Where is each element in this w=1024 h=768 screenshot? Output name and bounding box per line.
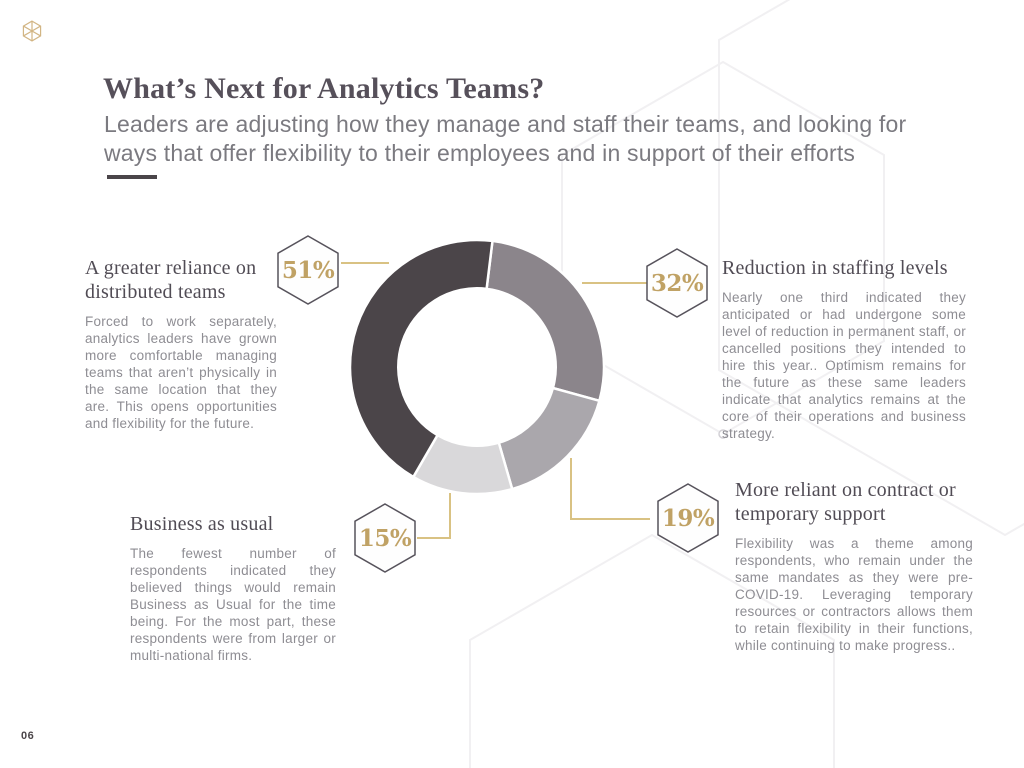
card-title: A greater reliance on distributed teams: [85, 257, 257, 303]
hexagon-icon: [657, 483, 719, 553]
logo-icon: [22, 20, 42, 42]
page-subtitle-line1: Leaders are adjusting how they manage an…: [104, 111, 907, 137]
card-title: Reduction in staffing levels: [722, 257, 948, 279]
percent-value: 32%: [650, 269, 704, 297]
card-body: Flexibility was a theme among respondent…: [735, 536, 973, 653]
page-subtitle-line2: ways that offer flexibility to their emp…: [104, 140, 856, 166]
card-body: Forced to work separately, analytics lea…: [85, 314, 277, 431]
page-subtitle: Leaders are adjusting how they manage an…: [104, 110, 984, 168]
hexagon-icon: [354, 503, 416, 573]
card-title: More reliant on contract or temporary su…: [735, 479, 956, 525]
card-distributed-teams: A greater reliance on distributed teams …: [85, 256, 277, 432]
donut-svg: [348, 238, 606, 496]
percent-value: 15%: [358, 524, 412, 552]
percent-badge-51: 51%: [277, 235, 339, 305]
donut-segment-51: [348, 238, 494, 479]
donut-segment-32: [485, 239, 606, 403]
card-body: The fewest number of respondents indicat…: [130, 546, 336, 663]
page-number: 06: [21, 730, 35, 742]
card-title: Business as usual: [130, 513, 274, 535]
hexagon-icon: [277, 235, 339, 305]
card-business-as-usual: Business as usual The fewest number of r…: [130, 512, 336, 664]
donut-chart: [340, 230, 614, 504]
card-body: Nearly one third indicated they anticipa…: [722, 290, 966, 441]
percent-badge-19: 19%: [657, 483, 719, 553]
percent-value: 51%: [281, 256, 335, 284]
card-contract-support: More reliant on contract or temporary su…: [735, 478, 973, 654]
hexagon-icon: [646, 248, 708, 318]
page-title: What’s Next for Analytics Teams?: [103, 72, 545, 105]
percent-value: 19%: [661, 504, 715, 532]
donut-segment-19: [497, 386, 601, 491]
percent-badge-32: 32%: [646, 248, 708, 318]
percent-badge-15: 15%: [354, 503, 416, 573]
card-staffing-levels: Reduction in staffing levels Nearly one …: [722, 256, 966, 442]
title-underline: [107, 175, 157, 179]
